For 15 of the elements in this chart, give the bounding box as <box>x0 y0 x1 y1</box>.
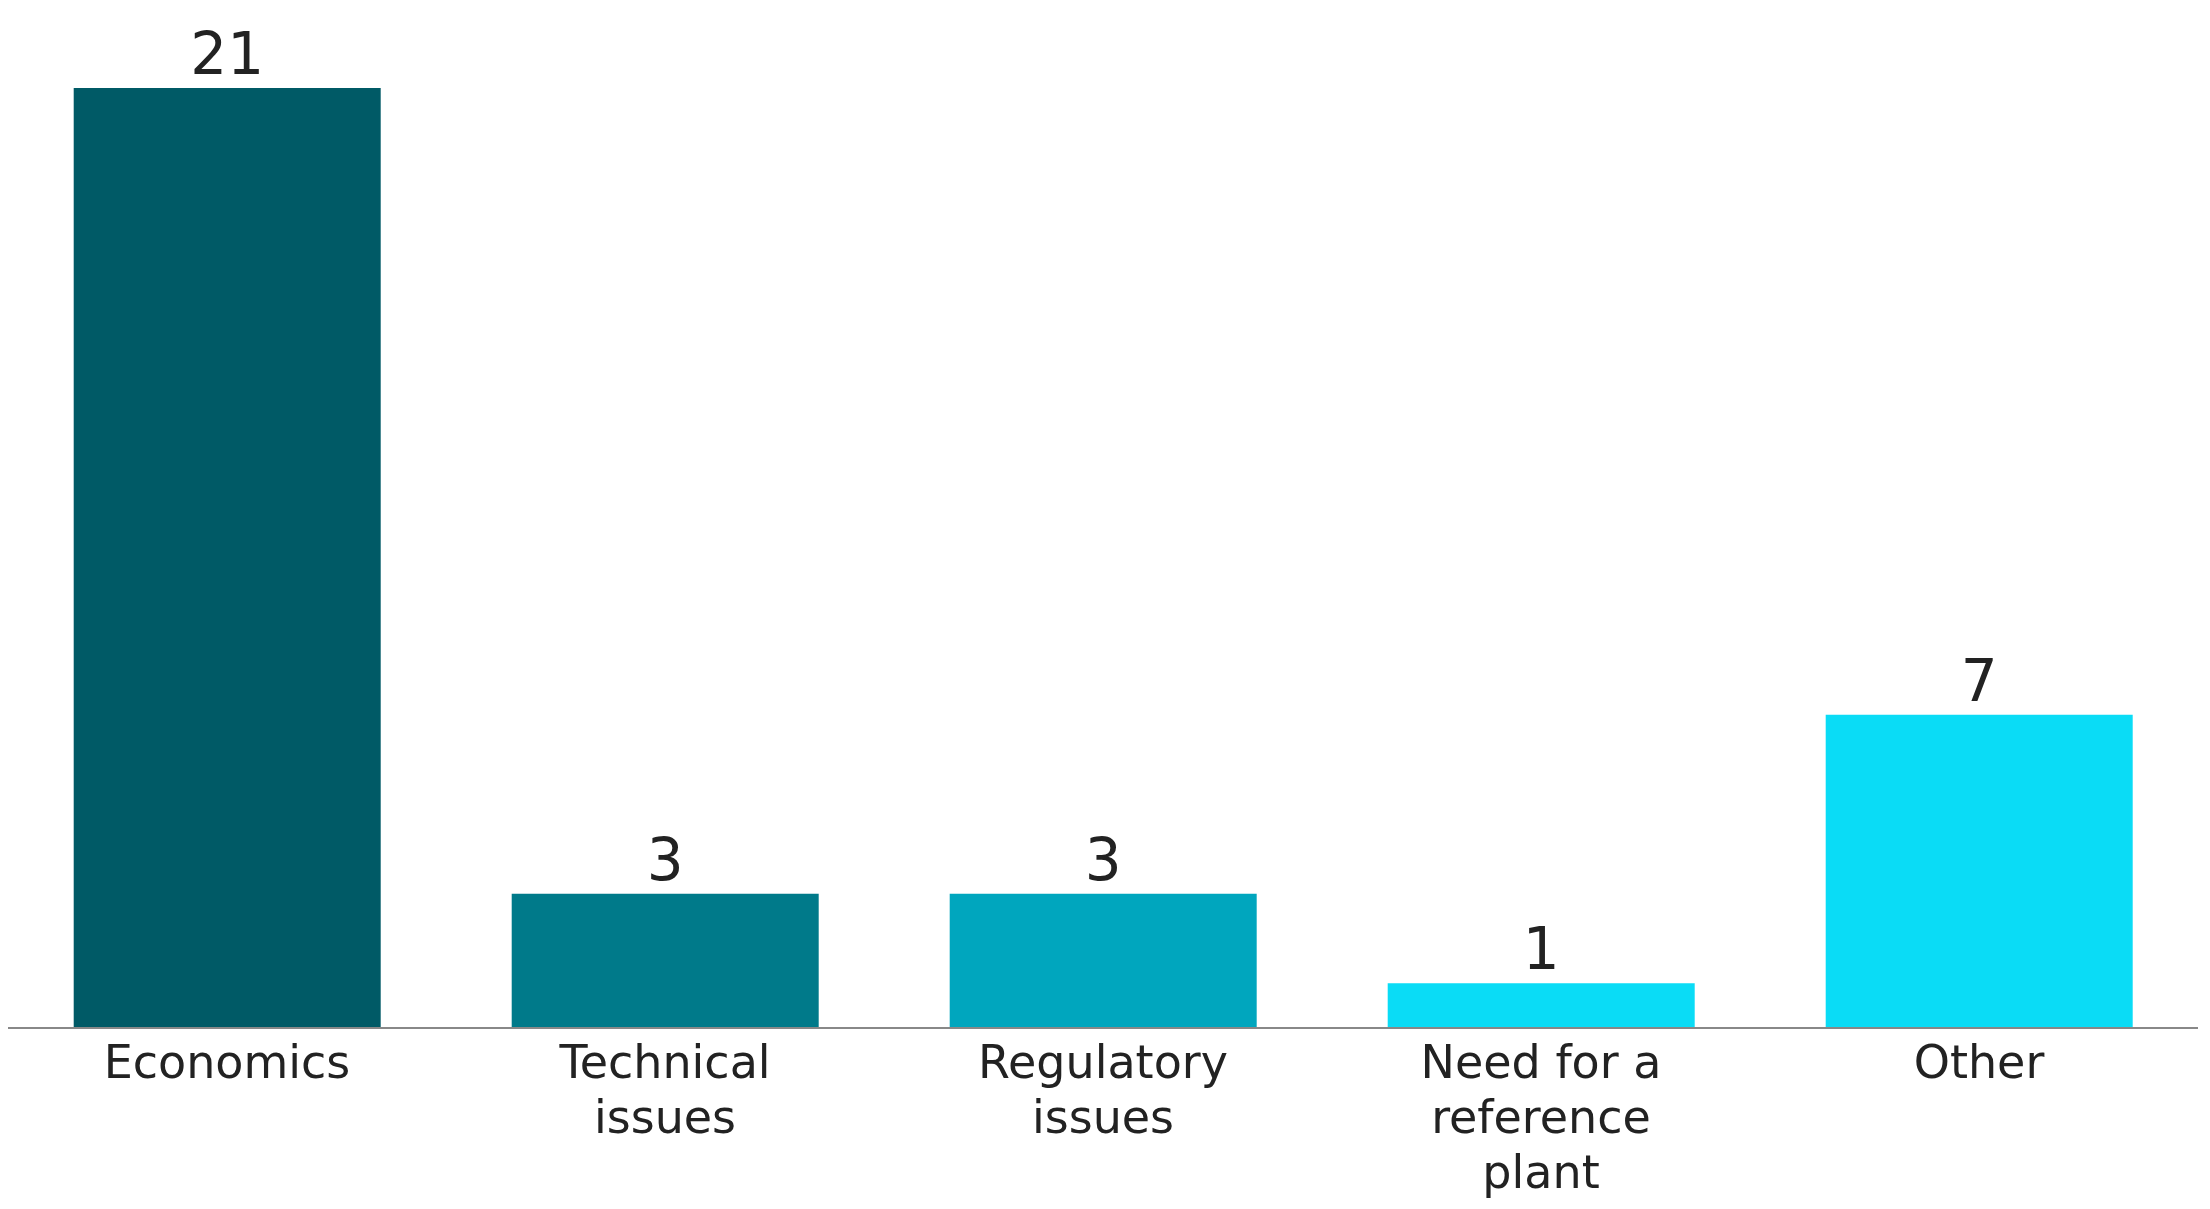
bar <box>1387 983 1695 1028</box>
x-tick-label: Need for a reference plant <box>1420 1035 1662 1199</box>
data-label: 21 <box>190 20 265 88</box>
data-label: 1 <box>1522 915 1560 984</box>
bar <box>1825 714 2133 1028</box>
bar <box>73 88 381 1028</box>
data-label: 3 <box>1084 825 1122 894</box>
data-label: 7 <box>1960 646 1998 715</box>
x-tick-label: Economics <box>103 1035 351 1089</box>
bar <box>511 893 819 1028</box>
data-label: 3 <box>646 825 684 894</box>
x-tick-label: Other <box>1913 1035 2045 1089</box>
x-tick-label: Technical issues <box>558 1035 771 1144</box>
bar <box>949 893 1257 1028</box>
x-tick-label: Regulatory issues <box>978 1035 1228 1144</box>
